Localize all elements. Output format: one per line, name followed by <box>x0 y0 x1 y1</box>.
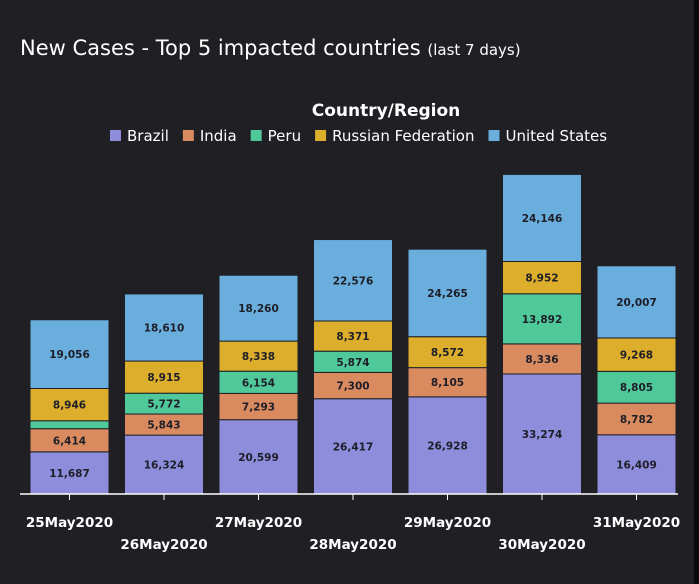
window-edge <box>694 0 699 584</box>
bar-segment-russian-federation[interactable] <box>596 337 677 372</box>
legend-label: Peru <box>268 127 301 145</box>
data-label: 8,338 <box>242 351 275 363</box>
chart-title: New Cases - Top 5 impacted countries (la… <box>20 36 521 60</box>
bar-stack-27May2020[interactable]: 20,599 7,293 6,154 8,338 18,260 <box>218 274 299 495</box>
bar-segment-russian-federation[interactable] <box>124 360 204 394</box>
bar-stack-29May2020[interactable]: 26,928 8,105 8,572 24,265 <box>407 248 488 495</box>
data-label: 18,610 <box>144 322 185 334</box>
bar-segment-russian-federation[interactable] <box>218 340 299 372</box>
data-label: 18,260 <box>238 303 279 315</box>
data-label: 6,154 <box>242 377 275 389</box>
bar-stack-30May2020[interactable]: 33,274 8,336 13,892 8,952 24,146 <box>502 173 582 495</box>
bar-segment-united-states[interactable] <box>218 274 299 342</box>
data-label: 8,572 <box>431 347 464 359</box>
legend-item-united-states[interactable]: United States <box>488 127 608 145</box>
bar-segment-peru[interactable] <box>29 420 110 430</box>
legend-title: Country/Region <box>312 101 461 121</box>
data-label: 8,782 <box>620 414 653 426</box>
tick-label: 29May2020 <box>404 515 491 531</box>
legend-label: Russian Federation <box>332 127 474 145</box>
legend-label: Brazil <box>127 127 169 145</box>
data-label: 5,874 <box>336 357 369 369</box>
data-label: 5,843 <box>147 420 180 432</box>
bar-segment-russian-federation[interactable] <box>313 320 393 352</box>
data-label: 8,915 <box>147 372 180 384</box>
bar-segment-brazil[interactable] <box>313 398 393 495</box>
data-label: 9,268 <box>620 350 653 362</box>
tick-label: 30May2020 <box>498 537 585 553</box>
bar-segment-india[interactable] <box>502 343 582 375</box>
data-label: 8,952 <box>525 273 558 285</box>
legend-item-russian-federation[interactable]: Russian Federation <box>315 127 475 145</box>
data-label: 8,336 <box>525 354 558 366</box>
legend-swatch <box>315 130 327 141</box>
bar-segment-peru[interactable] <box>502 293 582 345</box>
tick-label: 28May2020 <box>309 537 396 553</box>
legend-label: United States <box>506 127 608 145</box>
data-label: 6,414 <box>53 435 86 447</box>
tick-label: 25May2020 <box>26 515 113 531</box>
bar-segment-russian-federation[interactable] <box>407 336 488 369</box>
bar-segment-india[interactable] <box>218 392 299 421</box>
legend-swatch <box>250 130 262 141</box>
data-label: 16,409 <box>616 459 657 471</box>
data-label: 8,371 <box>336 331 369 343</box>
data-label: 24,265 <box>427 288 468 300</box>
bars-group: 11,687 6,414 8,946 19,056 16,324 5,843 5,772 8,… <box>29 173 677 495</box>
data-label: 20,599 <box>238 452 279 464</box>
data-label: 22,576 <box>333 275 374 287</box>
data-label: 26,417 <box>333 441 374 453</box>
legend-swatch <box>182 130 194 141</box>
bar-segment-united-states[interactable] <box>596 265 677 339</box>
data-label: 5,772 <box>147 399 180 411</box>
legend-item-india[interactable]: India <box>182 127 237 145</box>
data-label: 26,928 <box>427 440 468 452</box>
data-label: 8,805 <box>620 382 653 394</box>
data-label: 7,300 <box>336 381 369 393</box>
data-label: 20,007 <box>616 297 657 309</box>
data-label: 13,892 <box>522 314 563 326</box>
data-label: 8,105 <box>431 377 464 389</box>
bar-segment-brazil[interactable] <box>218 419 299 495</box>
legend: Country/Region Brazil India Peru Russian Fe… <box>110 101 607 145</box>
x-axis-ticks: 25May2020 26May2020 27May2020 28May2020 29Ma… <box>26 494 680 553</box>
bar-segment-brazil[interactable] <box>502 373 582 495</box>
tick-label: 27May2020 <box>215 515 302 531</box>
legend-swatch <box>488 130 500 141</box>
tick-label: 31May2020 <box>593 515 680 531</box>
legend-swatch <box>110 130 121 141</box>
data-label: 7,293 <box>242 402 275 414</box>
bar-segment-united-states[interactable] <box>29 319 110 389</box>
data-label: 11,687 <box>49 468 90 480</box>
tick-label: 26May2020 <box>120 537 207 553</box>
bar-segment-united-states[interactable] <box>502 173 582 262</box>
bar-segment-brazil[interactable] <box>407 396 488 495</box>
bar-stack-25May2020[interactable]: 11,687 6,414 8,946 19,056 <box>29 319 110 495</box>
data-label: 33,274 <box>522 429 563 441</box>
chart-title-suffix: (last 7 days) <box>427 41 521 59</box>
bar-stack-31May2020[interactable]: 16,409 8,782 8,805 9,268 20,007 <box>596 265 677 495</box>
bar-segment-brazil[interactable] <box>29 451 110 495</box>
legend-item-peru[interactable]: Peru <box>250 127 301 145</box>
data-label: 19,056 <box>49 349 90 361</box>
bar-segment-united-states[interactable] <box>124 293 204 362</box>
bar-segment-united-states[interactable] <box>313 239 393 322</box>
bar-segment-peru[interactable] <box>596 370 677 404</box>
bar-segment-india[interactable] <box>596 402 677 436</box>
data-label: 8,946 <box>53 400 86 412</box>
legend-item-brazil[interactable]: Brazil <box>110 127 169 145</box>
chart-title-main: New Cases - Top 5 impacted countries <box>20 36 421 60</box>
bar-segment-india[interactable] <box>407 367 488 398</box>
data-label: 16,324 <box>144 460 185 472</box>
bar-stack-28May2020[interactable]: 26,417 7,300 5,874 8,371 22,576 <box>313 239 393 495</box>
legend-label: India <box>200 127 237 145</box>
data-label: 24,146 <box>522 213 563 225</box>
bar-stack-26May2020[interactable]: 16,324 5,843 5,772 8,915 18,610 <box>124 293 204 495</box>
bar-segment-russian-federation[interactable] <box>29 387 110 422</box>
bar-segment-united-states[interactable] <box>407 248 488 338</box>
